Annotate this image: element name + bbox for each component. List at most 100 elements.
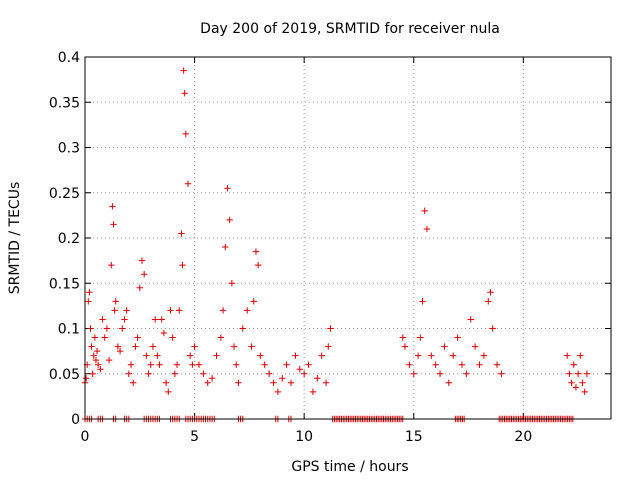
y-tick-label: 0.35 xyxy=(49,95,80,111)
y-tick-label: 0.3 xyxy=(58,141,80,157)
data-point xyxy=(204,379,211,386)
data-point xyxy=(314,375,321,382)
data-point xyxy=(156,361,163,368)
data-point xyxy=(270,379,277,386)
data-point xyxy=(450,352,457,359)
data-point xyxy=(94,361,102,368)
data-point xyxy=(89,370,96,377)
data-point xyxy=(432,361,439,368)
data-point xyxy=(230,343,238,350)
y-tick-label: 0 xyxy=(71,412,80,428)
data-point xyxy=(417,334,424,341)
data-point xyxy=(87,325,94,332)
data-point xyxy=(125,370,133,377)
data-point xyxy=(93,347,101,355)
data-point xyxy=(123,307,130,314)
data-point xyxy=(248,343,255,350)
data-point xyxy=(208,375,216,382)
x-tick-label: 5 xyxy=(190,429,199,445)
data-point xyxy=(419,298,426,305)
data-point xyxy=(116,347,124,355)
data-point xyxy=(493,361,501,368)
data-point xyxy=(252,248,260,255)
data-point xyxy=(322,379,330,386)
x-tick-label: 10 xyxy=(295,429,313,445)
data-point xyxy=(577,352,584,359)
data-point xyxy=(476,361,483,368)
data-point xyxy=(162,379,170,386)
data-point xyxy=(296,366,303,373)
data-point xyxy=(568,379,575,386)
y-tick-label: 0.2 xyxy=(58,231,80,247)
data-point xyxy=(487,289,494,296)
grid xyxy=(85,57,611,419)
data-point xyxy=(423,225,431,233)
data-point xyxy=(217,334,225,341)
data-point xyxy=(165,388,172,396)
data-point xyxy=(140,271,148,278)
data-point xyxy=(127,361,135,368)
data-point xyxy=(108,261,115,269)
data-markers xyxy=(81,67,591,423)
data-point xyxy=(213,352,220,359)
data-point xyxy=(182,130,190,138)
data-point xyxy=(563,352,571,359)
axis-ticks: 0 0.05 0.1 0.15 0.2 0.25 0.3 0.35 0.4 0 5 10 15 20 xyxy=(49,50,611,445)
data-point xyxy=(92,356,100,364)
data-point xyxy=(327,325,334,332)
data-point xyxy=(189,361,196,368)
data-point xyxy=(119,325,126,332)
data-point xyxy=(110,221,117,228)
data-point xyxy=(130,379,137,386)
data-point xyxy=(187,352,194,359)
data-point xyxy=(219,307,227,314)
data-point xyxy=(143,352,150,359)
y-tick-label: 0.15 xyxy=(49,276,80,292)
x-tick-label: 15 xyxy=(405,429,423,445)
data-point xyxy=(250,298,257,305)
data-point xyxy=(154,352,161,359)
data-point xyxy=(222,243,229,251)
data-point xyxy=(114,343,122,350)
data-point xyxy=(305,361,312,368)
data-point xyxy=(574,370,582,377)
data-point xyxy=(82,375,90,382)
data-point xyxy=(151,316,159,323)
data-point xyxy=(184,180,192,187)
data-point xyxy=(570,361,577,368)
data-point xyxy=(583,370,591,377)
data-point xyxy=(309,388,317,396)
data-point xyxy=(318,352,325,359)
data-point xyxy=(169,334,176,341)
data-point xyxy=(498,370,505,377)
data-point xyxy=(300,370,308,377)
data-point xyxy=(441,343,448,350)
chart-title: Day 200 of 2019, SRMTID for receiver nul… xyxy=(200,21,500,37)
data-point xyxy=(579,379,586,386)
data-point xyxy=(274,388,282,396)
data-point xyxy=(86,289,93,296)
data-point xyxy=(471,343,479,350)
data-point xyxy=(178,230,185,237)
data-point xyxy=(445,379,453,386)
data-point xyxy=(173,361,181,368)
data-point xyxy=(180,67,187,74)
data-point xyxy=(101,334,108,341)
x-axis-label: GPS time / hours xyxy=(291,459,408,475)
data-point xyxy=(91,334,99,341)
data-point xyxy=(410,370,417,377)
data-point xyxy=(401,343,409,350)
data-point xyxy=(233,361,240,368)
data-point xyxy=(581,388,588,396)
y-axis-label: SRMTID / TECUs xyxy=(7,182,23,295)
data-point xyxy=(111,307,118,314)
data-point xyxy=(239,325,246,332)
data-point xyxy=(112,298,119,305)
data-point xyxy=(121,316,128,323)
data-point xyxy=(566,370,573,377)
data-point xyxy=(191,343,198,350)
data-point xyxy=(235,379,242,386)
data-point xyxy=(97,366,104,373)
data-point xyxy=(147,361,154,368)
